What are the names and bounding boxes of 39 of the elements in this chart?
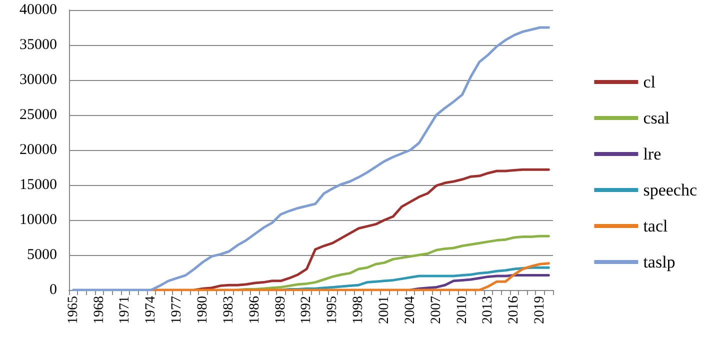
x-tick-label: 2016 [506,296,522,324]
line-series [72,26,550,292]
x-tick-label: 1998 [351,296,366,324]
x-tick-label: 1986 [247,296,262,324]
x-tick-label: 1983 [221,296,236,324]
legend-label: speechc [643,180,698,200]
y-tick-label: 25000 [20,107,57,123]
x-tick-label: 1992 [299,296,314,324]
x-tick-label: 1977 [170,296,185,324]
x-tick-label: 2013 [480,296,496,324]
line-series [193,168,550,292]
y-tick-label: 15000 [20,177,57,193]
x-tick-label: 1965 [66,296,81,324]
x-tick-label: 1980 [195,296,210,324]
y-tick-label: 10000 [20,212,57,228]
y-tick-label: 20000 [20,142,57,158]
line-series [236,234,550,292]
x-tick-label: 2010 [454,296,470,324]
x-tick-label: 2007 [428,296,444,324]
x-tick-label: 2001 [376,296,392,324]
legend-label: csal [643,108,670,128]
x-tick-label: 2004 [402,296,418,324]
y-tick-label: 5000 [27,247,57,263]
legend-label: lre [643,144,662,164]
y-tick-label: 0 [50,282,57,298]
x-tick-label: 1974 [144,296,159,324]
y-tick-label: 30000 [20,72,57,88]
legend-label: taslp [643,252,676,272]
x-tick-label: 1968 [92,296,107,324]
x-tick-label: 1971 [118,296,133,324]
line-series [409,274,550,292]
legend-label: cl [643,72,656,92]
line-series [150,262,550,292]
x-tick-label: 1989 [273,296,288,324]
legend-label: tacl [643,216,668,236]
x-tick-label: 2019 [532,296,548,324]
y-tick-label: 40000 [20,2,57,18]
x-tick-label: 1995 [325,296,340,324]
y-tick-label: 35000 [20,37,57,53]
